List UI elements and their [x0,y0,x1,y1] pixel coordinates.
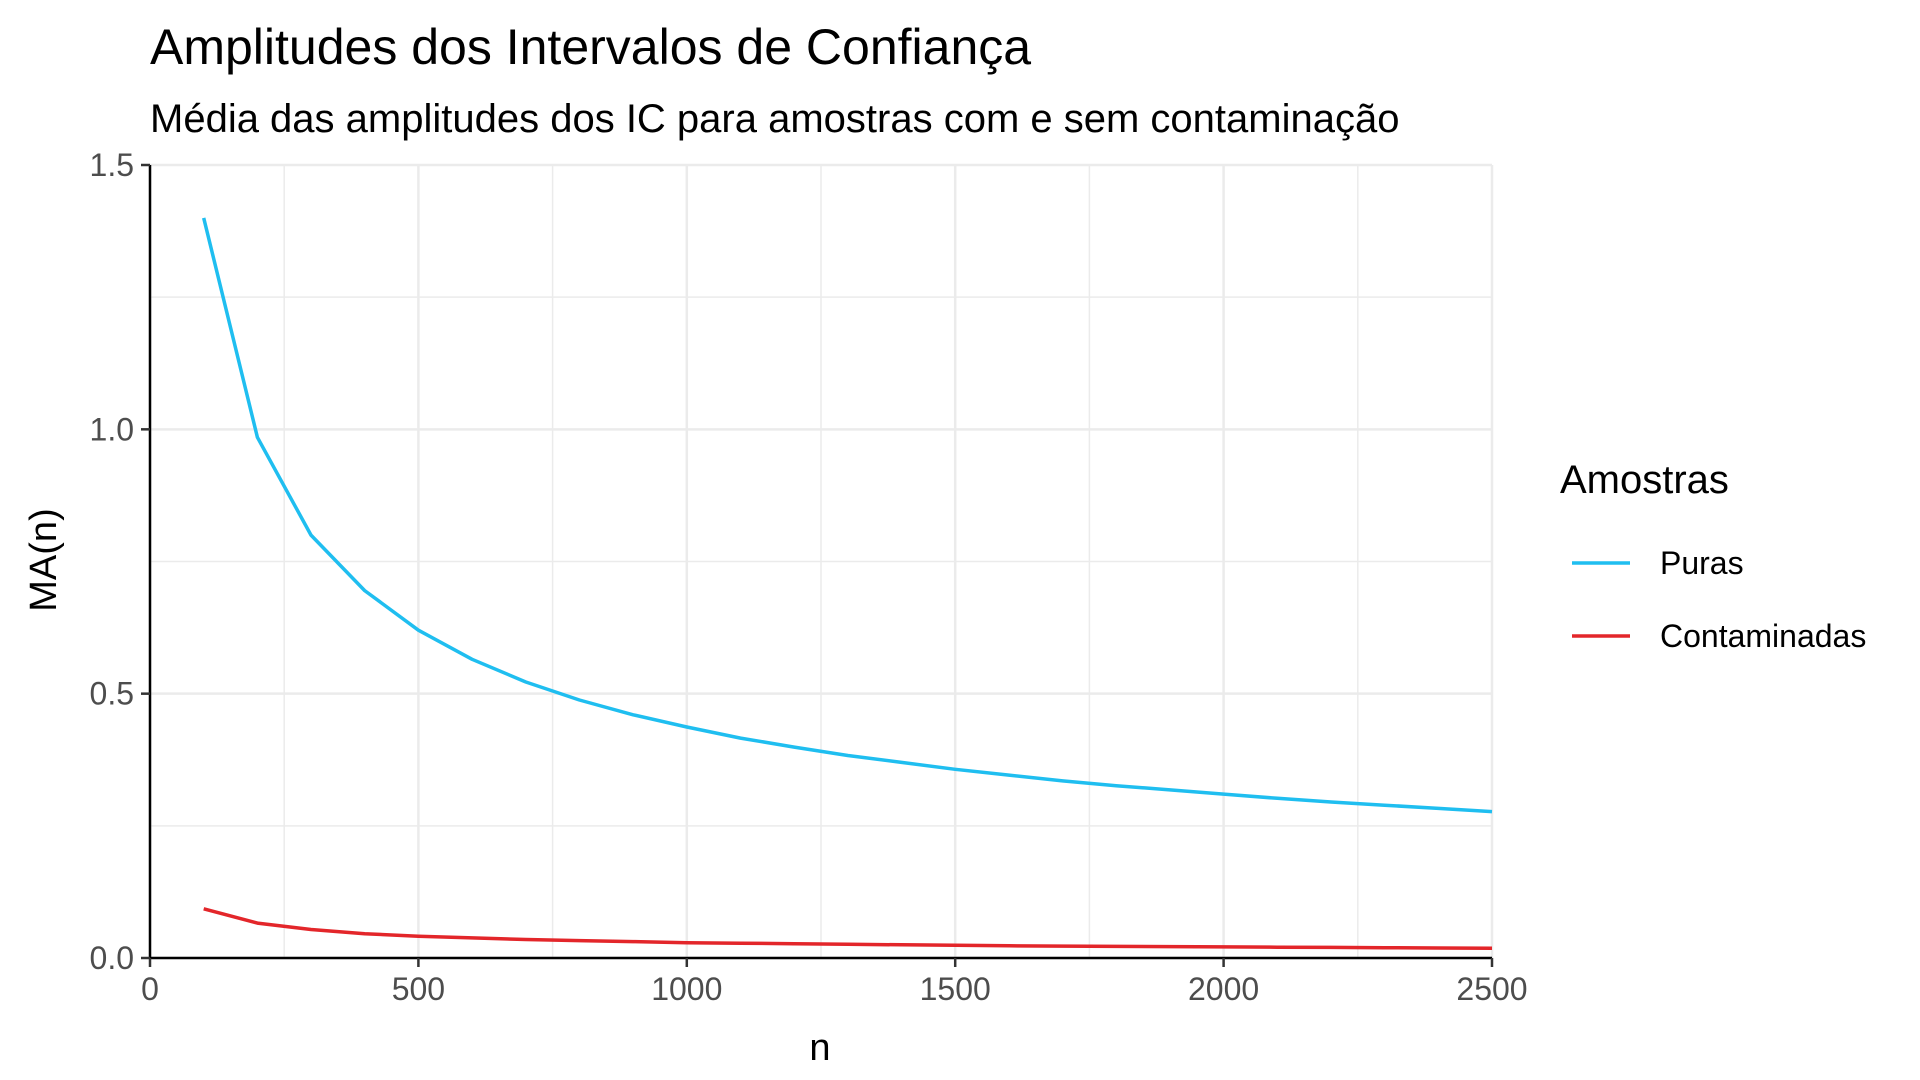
x-tick-label: 2500 [1456,971,1527,1007]
plot-series [202,217,1493,950]
x-tick-label: 0 [141,971,159,1007]
y-tick-label: 0.5 [90,676,134,712]
x-tick-label: 1000 [651,971,722,1007]
y-tick-label: 1.0 [90,411,134,447]
x-tick-label: 500 [392,971,445,1007]
legend-title: Amostras [1560,458,1729,502]
x-tick-label: 2000 [1188,971,1259,1007]
x-axis-title: n [809,1027,830,1069]
y-tick-label: 1.5 [90,147,134,183]
legend-label-puras: Puras [1660,545,1744,581]
plot-axes: 0 500 1000 1500 2000 2500 0.0 0.5 1.0 1.5 [90,147,1528,1007]
y-axis-title: MA(n) [23,508,65,611]
series-line-puras [202,217,1493,814]
legend-label-contaminadas: Contaminadas [1660,618,1866,654]
chart-title: Amplitudes dos Intervalos de Confiança [150,19,1031,75]
plot-grid [148,163,1494,960]
legend: Amostras Puras Contaminadas [1560,458,1866,654]
series-line-contaminadas [203,907,1493,950]
x-tick-label: 1500 [920,971,991,1007]
chart-subtitle: Média das amplitudes dos IC para amostra… [150,97,1399,141]
y-tick-label: 0.0 [90,940,134,976]
